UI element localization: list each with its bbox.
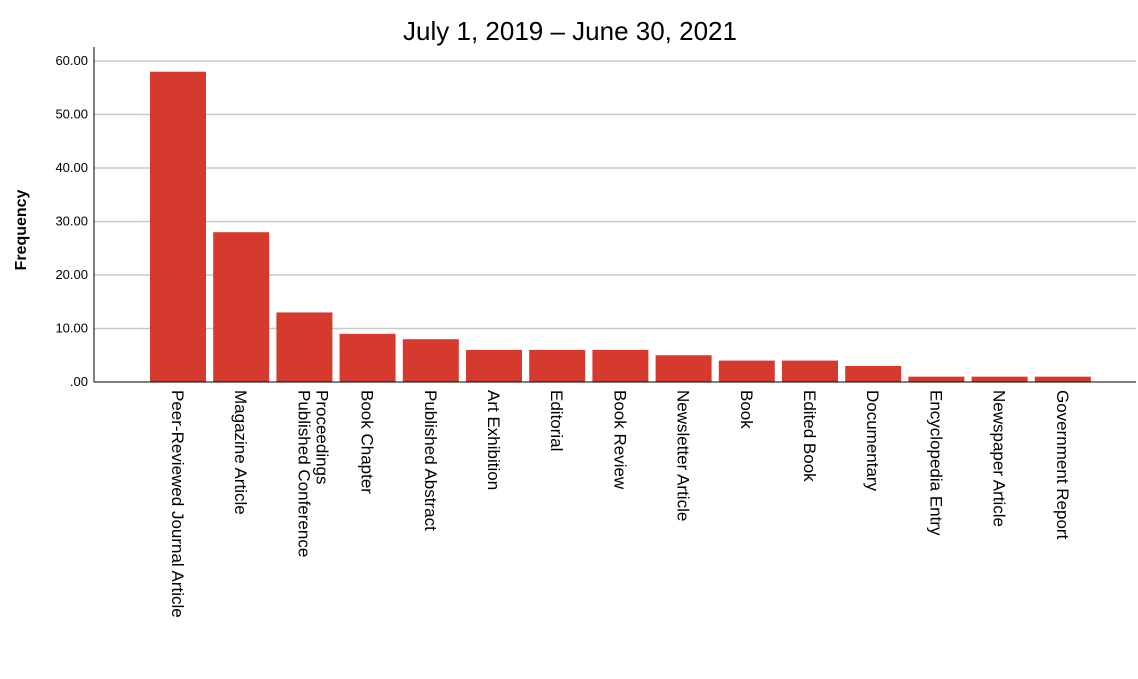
bar: [782, 360, 838, 382]
bar: [592, 349, 649, 382]
bar: [529, 349, 586, 382]
bar: [718, 360, 775, 382]
bar: [655, 355, 712, 382]
y-tick-label: 10.00: [55, 321, 88, 336]
bar: [276, 312, 333, 382]
y-tick-label: 40.00: [55, 160, 88, 175]
bar: [466, 349, 522, 382]
y-tick-label: 20.00: [55, 267, 88, 282]
x-tick-label: Edited Book: [800, 390, 819, 482]
x-tick-label: Editorial: [547, 390, 566, 451]
x-tick-label: Encyclopedia Entry: [926, 390, 945, 536]
y-axis-ticks: .00 10.00 20.00 30.00 40.00 50.00 60.00: [55, 53, 88, 389]
x-tick-label: Newsletter Article: [674, 390, 693, 521]
x-axis-ticks: Peer-Reviewed Journal Article Magazine Ar…: [168, 390, 1072, 618]
bars: [150, 71, 1091, 382]
bar: [845, 365, 902, 382]
x-tick-label: Book Review: [610, 390, 629, 490]
x-tick-label: Book: [737, 390, 756, 429]
x-tick-label: Documentary: [863, 390, 882, 492]
bar: [402, 339, 459, 382]
bar: [971, 376, 1028, 382]
bar: [1034, 376, 1091, 382]
bar: [339, 333, 396, 382]
x-tick-label: Government Report: [1053, 390, 1072, 540]
y-tick-label: .00: [70, 374, 88, 389]
bar: [213, 232, 270, 382]
x-tick-label: Published Abstract: [421, 390, 440, 531]
bar: [150, 71, 206, 382]
chart-title: July 1, 2019 – June 30, 2021: [403, 16, 737, 46]
y-tick-label: 60.00: [55, 53, 88, 68]
y-tick-label: 50.00: [55, 107, 88, 122]
x-tick-label: Magazine Article: [231, 390, 250, 515]
bar: [908, 376, 965, 382]
y-axis-label: Frequency: [13, 189, 30, 270]
x-tick-label: Peer-Reviewed Journal Article: [168, 390, 187, 618]
x-tick-label: Book Chapter: [358, 390, 377, 494]
x-tick-label: Newspaper Article: [990, 390, 1009, 527]
x-tick-label: Published ConferenceProceedings: [294, 390, 331, 557]
y-tick-label: 30.00: [55, 214, 88, 229]
x-tick-label: Art Exhibition: [484, 390, 503, 490]
